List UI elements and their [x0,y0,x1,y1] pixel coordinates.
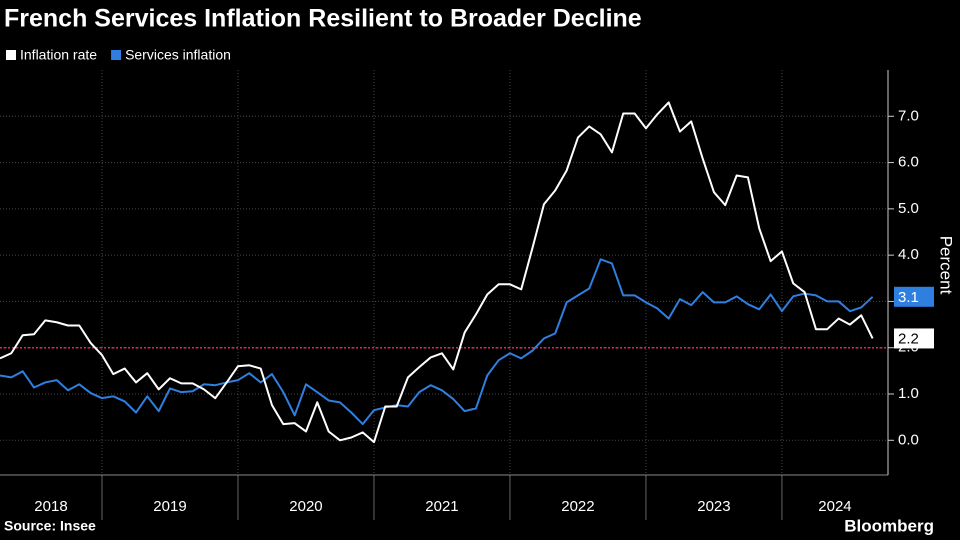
y-tick-label: 5.0 [898,200,919,217]
last-value-label: 2.2 [898,330,919,347]
x-tick-label: 2021 [425,498,458,515]
last-value-box [894,328,934,349]
last-value-box [894,286,934,307]
x-tick-label: 2018 [34,498,67,515]
x-tick-label: 2019 [153,498,186,515]
y-tick-label: 0.0 [898,431,919,448]
legend-label: Inflation rate [20,47,97,63]
legend-label: Services inflation [125,47,231,63]
legend-swatch [6,50,16,60]
y-tick-label: 6.0 [898,154,919,171]
source: Source: Insee [4,518,96,534]
brand: Bloomberg [844,516,934,535]
last-value-label: 3.1 [898,289,919,306]
series-line [0,101,874,444]
chart-title: French Services Inflation Resilient to B… [4,5,642,33]
y-tick-label: 7.0 [898,107,919,124]
y-axis-label: Percent [937,236,956,295]
legend-swatch [111,50,122,60]
y-tick-label: 1.0 [898,385,919,402]
x-tick-label: 2022 [561,498,594,515]
y-tick-label: 4.0 [898,246,919,263]
series-line [0,258,874,426]
x-tick-label: 2024 [818,498,851,515]
x-tick-label: 2020 [289,498,322,515]
x-tick-label: 2023 [697,498,730,515]
